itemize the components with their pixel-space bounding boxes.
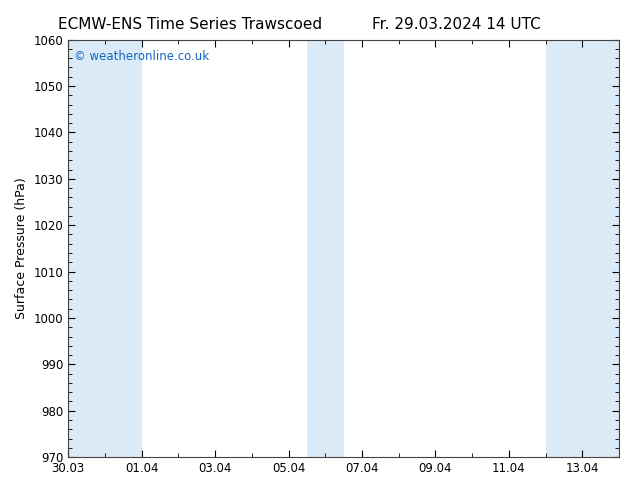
Text: ECMW-ENS Time Series Trawscoed: ECMW-ENS Time Series Trawscoed bbox=[58, 17, 322, 32]
Text: Fr. 29.03.2024 14 UTC: Fr. 29.03.2024 14 UTC bbox=[372, 17, 541, 32]
Bar bbox=[545, 40, 619, 457]
Bar bbox=[307, 40, 344, 457]
Y-axis label: Surface Pressure (hPa): Surface Pressure (hPa) bbox=[15, 177, 28, 319]
Bar bbox=[68, 40, 141, 457]
Text: © weatheronline.co.uk: © weatheronline.co.uk bbox=[74, 50, 209, 63]
